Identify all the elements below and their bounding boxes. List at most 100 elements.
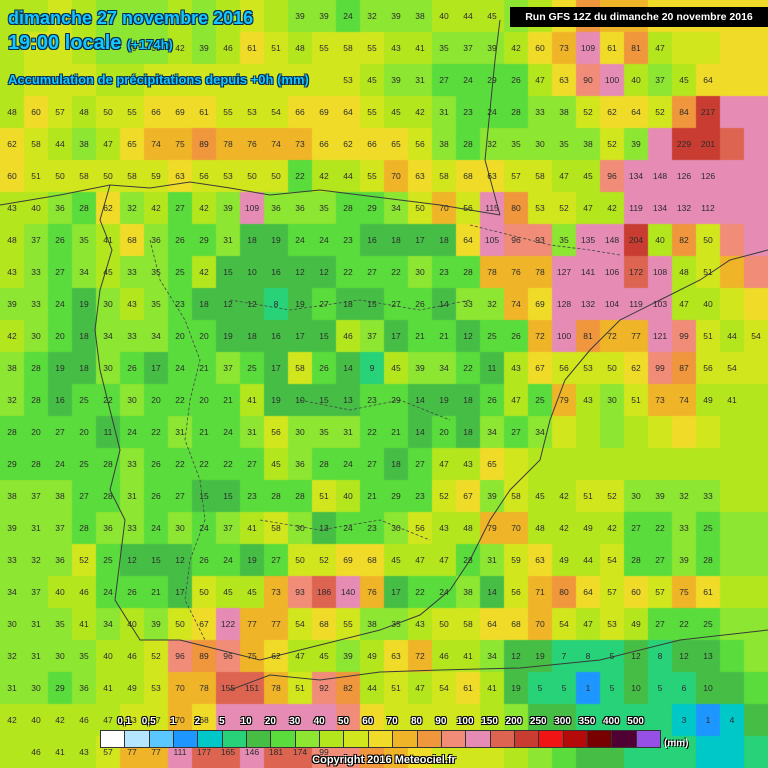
grid-value: 69: [343, 555, 353, 565]
grid-value: 15: [367, 299, 377, 309]
grid-value: 34: [487, 651, 497, 661]
grid-value: 119: [629, 203, 643, 213]
grid-value: 31: [31, 619, 41, 629]
legend-swatch: [392, 730, 418, 748]
grid-value: 18: [199, 299, 209, 309]
grid-value: 44: [55, 139, 65, 149]
legend-label: 10: [240, 716, 252, 727]
grid-value: 64: [463, 235, 473, 245]
grid-value: 50: [103, 171, 113, 181]
grid-value: 42: [607, 523, 617, 533]
grid-value: 10: [631, 683, 641, 693]
grid-value: 55: [127, 107, 137, 117]
grid-value: 39: [127, 43, 137, 53]
grid-value: 67: [535, 363, 545, 373]
grid-value: 24: [199, 523, 209, 533]
grid-value: 75: [175, 139, 185, 149]
legend-label: 500: [627, 716, 644, 727]
grid-value: 30: [7, 619, 17, 629]
grid-value: 36: [295, 203, 305, 213]
grid-value: 38: [55, 491, 65, 501]
grid-value: 57: [655, 587, 665, 597]
grid-value: 71: [535, 587, 545, 597]
grid-value: 22: [175, 459, 185, 469]
grid-value: 35: [79, 651, 89, 661]
grid-value: 13: [703, 651, 713, 661]
forecast-time-label: 19:00 locale: [8, 32, 122, 54]
grid-value: 16: [367, 235, 377, 245]
grid-value: 12: [247, 299, 257, 309]
grid-value: 40: [55, 587, 65, 597]
legend-swatch: [221, 730, 248, 748]
grid-value: 49: [127, 683, 137, 693]
grid-value: 155: [221, 683, 235, 693]
grid-value: 103: [653, 299, 667, 309]
grid-value: 25: [103, 555, 113, 565]
grid-value: 35: [151, 267, 161, 277]
grid-value: 33: [679, 523, 689, 533]
legend-label: 100: [456, 716, 474, 727]
grid-value: 119: [629, 299, 643, 309]
grid-value: 18: [247, 235, 257, 245]
grid-value: 23: [415, 491, 425, 501]
grid-value: 38: [439, 139, 449, 149]
grid-value: 77: [271, 619, 281, 629]
grid-value: 36: [295, 459, 305, 469]
grid-value: 32: [127, 203, 137, 213]
grid-value: 134: [653, 203, 667, 213]
grid-value: 37: [31, 491, 41, 501]
grid-value: 39: [487, 491, 497, 501]
grid-value: 52: [583, 107, 593, 117]
grid-value: 12: [295, 267, 305, 277]
grid-value: 58: [343, 43, 353, 53]
legend-swatch: [367, 730, 394, 748]
grid-value: 80: [559, 587, 569, 597]
grid-value: 38: [7, 363, 17, 373]
grid-value: 36: [79, 683, 89, 693]
grid-value: 24: [487, 107, 497, 117]
grid-value: 25: [175, 267, 185, 277]
grid-value: 33: [31, 299, 41, 309]
border-regions-a: [229, 299, 471, 311]
grid-value: 38: [367, 619, 377, 629]
grid-value: 61: [463, 683, 473, 693]
grid-value: 99: [655, 363, 665, 373]
grid-value: 32: [31, 555, 41, 565]
grid-value: 10: [703, 683, 713, 693]
grid-value: 31: [31, 651, 41, 661]
grid-value: 37: [223, 523, 233, 533]
grid-value: 30: [55, 651, 65, 661]
grid-value: 57: [55, 107, 65, 117]
grid-value: 21: [223, 395, 233, 405]
grid-value: 13: [319, 523, 329, 533]
grid-value: 55: [367, 171, 377, 181]
grid-value: 31: [175, 427, 185, 437]
legend-swatch: [197, 730, 223, 748]
grid-value: 126: [701, 171, 715, 181]
grid-value: 6: [682, 683, 687, 693]
grid-value: 17: [415, 235, 425, 245]
grid-value: 18: [463, 395, 473, 405]
grid-value: 12: [511, 651, 521, 661]
grid-value: 25: [79, 459, 89, 469]
grid-value: 55: [223, 107, 233, 117]
grid-value: 19: [55, 363, 65, 373]
grid-value: 82: [679, 235, 689, 245]
grid-value: 51: [391, 683, 401, 693]
grid-value: 68: [199, 715, 209, 725]
grid-value: 19: [439, 395, 449, 405]
grid-value: 23: [367, 395, 377, 405]
grid-value: 14: [439, 299, 449, 309]
grid-value: 22: [223, 459, 233, 469]
grid-value: 9: [370, 363, 375, 373]
grid-value: 53: [223, 171, 233, 181]
grid-value: 165: [221, 747, 235, 757]
grid-value: 41: [247, 523, 257, 533]
grid-value: 73: [295, 139, 305, 149]
grid-value: 64: [703, 75, 713, 85]
grid-value: 18: [247, 331, 257, 341]
coastline-france-west: [484, 19, 501, 216]
grid-value: 40: [31, 203, 41, 213]
grid-value: 26: [151, 491, 161, 501]
grid-value: 40: [655, 235, 665, 245]
